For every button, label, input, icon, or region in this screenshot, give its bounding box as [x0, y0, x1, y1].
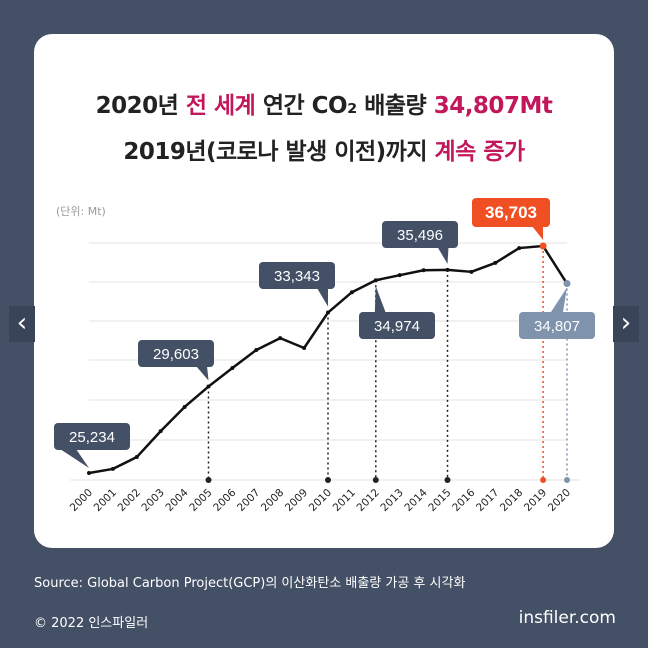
x-tick-label: 2019	[522, 487, 549, 514]
callout-value: 29,603	[153, 346, 199, 363]
x-tick-label: 2005	[187, 487, 214, 514]
callout-box	[359, 312, 435, 339]
x-tick-label: 2003	[139, 487, 166, 514]
data-point-2014	[421, 268, 426, 273]
callout-2015: 35,496	[382, 221, 458, 264]
copyright: © 2022 인스파일러	[34, 616, 149, 631]
callout-box	[259, 262, 335, 289]
data-point-2017	[493, 260, 498, 265]
title-line-1: 2020년 전 세계 연간 CO₂ 배출량 34,807Mt	[0, 86, 648, 120]
data-point-2015	[445, 267, 450, 272]
data-point-2009	[302, 346, 307, 351]
unit-label: (단위: Mt)	[56, 205, 106, 218]
data-point-2019	[539, 242, 547, 250]
title-text: 2020년	[95, 93, 186, 119]
prev-slide-button[interactable]: ‹	[9, 306, 35, 342]
data-point-2013	[397, 273, 402, 278]
callout-2019: 36,703	[472, 198, 550, 241]
callout-pointer	[437, 247, 449, 264]
callout-box	[54, 423, 130, 450]
callout-box	[519, 312, 595, 339]
callout-value: 35,496	[397, 227, 443, 244]
callout-2012: 34,974	[359, 286, 435, 339]
axis-dot-2020	[564, 477, 570, 483]
x-tick-label: 2011	[331, 487, 358, 514]
x-tick-label: 2001	[92, 487, 119, 514]
data-point-2012	[373, 278, 378, 283]
x-tick-label: 2008	[259, 487, 286, 514]
callout-pointer	[374, 286, 386, 313]
callout-2010: 33,343	[259, 262, 335, 307]
x-tick-label: 2014	[402, 486, 430, 514]
axis-dot-2019	[540, 477, 547, 483]
x-tick-label: 2004	[163, 486, 191, 514]
callout-pointer	[532, 226, 544, 241]
data-point-2003	[158, 429, 163, 434]
x-tick-label: 2010	[307, 487, 334, 514]
callout-2000: 25,234	[54, 423, 130, 468]
data-point-2001	[110, 466, 115, 471]
x-tick-label: 2012	[355, 487, 382, 514]
callout-pointer	[196, 366, 209, 381]
title-line-2: 2019년(코로나 발생 이전)까지 계속 증가	[0, 132, 648, 166]
callout-value: 25,234	[69, 429, 115, 446]
title-highlight: 34,807Mt	[433, 93, 553, 119]
data-point-2018	[517, 246, 522, 251]
title-text: 2019년(코로나 발생 이전)까지	[123, 139, 435, 165]
data-point-2002	[134, 455, 139, 460]
data-point-2006	[230, 365, 235, 370]
x-tick-label: 2007	[235, 487, 262, 514]
data-point-2011	[349, 290, 354, 295]
callout-box	[472, 198, 550, 227]
x-tick-label: 2017	[474, 487, 501, 514]
callout-value: 34,974	[374, 318, 420, 335]
next-slide-button[interactable]: ›	[613, 306, 639, 342]
axis-dot-2012	[372, 477, 379, 483]
chevron-left-icon: ‹	[16, 308, 28, 338]
callout-value: 34,807	[534, 318, 580, 335]
callout-2020: 34,807	[519, 287, 595, 339]
title-text: 연간 CO₂ 배출량	[255, 93, 434, 119]
data-point-2016	[469, 269, 474, 274]
data-point-2000	[87, 471, 91, 475]
callout-pointer	[551, 287, 567, 312]
source-note: Source: Global Carbon Project(GCP)의 이산화탄…	[34, 576, 466, 591]
callout-box	[138, 340, 214, 367]
axis-dot-2015	[444, 477, 451, 483]
x-tick-label: 2006	[211, 486, 239, 514]
callout-2005: 29,603	[138, 340, 214, 381]
x-tick-label: 2015	[426, 487, 453, 514]
data-point-2004	[182, 404, 187, 409]
axis-dot-2010	[325, 477, 331, 483]
x-tick-label: 2000	[68, 487, 95, 514]
callout-value: 36,703	[485, 203, 537, 222]
chevron-right-icon: ›	[620, 308, 632, 338]
title-highlight: 전 세계	[185, 93, 256, 119]
callout-pointer	[60, 449, 89, 468]
callout-pointer	[317, 288, 328, 307]
callout-value: 33,343	[274, 268, 320, 285]
callout-box	[382, 221, 458, 248]
data-point-2020	[563, 280, 571, 288]
data-point-2010	[326, 310, 330, 315]
x-tick-label: 2009	[283, 487, 310, 514]
title-highlight: 계속 증가	[434, 139, 526, 165]
x-tick-label: 2016	[450, 486, 478, 514]
x-tick-label: 2002	[116, 487, 143, 514]
site-link[interactable]: insfiler.com	[518, 608, 616, 628]
axis-dot-2005	[205, 477, 212, 483]
x-tick-label: 2013	[378, 487, 405, 514]
x-tick-label: 2018	[498, 487, 525, 514]
data-point-2005	[206, 384, 211, 389]
data-point-2007	[254, 347, 259, 352]
x-tick-label: 2020	[546, 487, 573, 514]
data-point-2008	[278, 336, 283, 341]
